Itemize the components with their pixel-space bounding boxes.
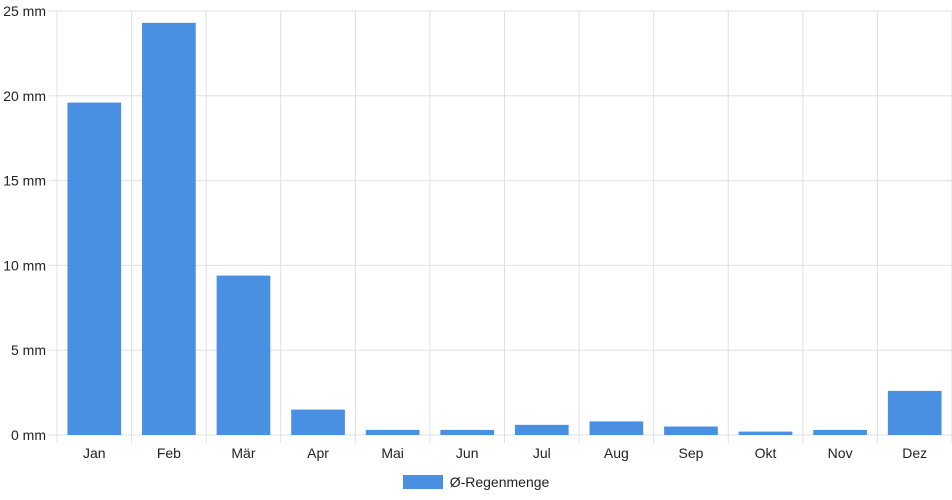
x-tick-label: Nov: [828, 445, 853, 461]
x-tick-label: Jan: [83, 445, 106, 461]
x-tick-label: Jul: [533, 445, 551, 461]
legend-swatch: [402, 475, 443, 489]
x-tick-label: Aug: [604, 445, 629, 461]
bar-apr[interactable]: [291, 409, 345, 435]
bar-jul[interactable]: [514, 424, 569, 435]
x-tick-label: Sep: [678, 445, 703, 461]
bar-aug[interactable]: [589, 421, 644, 435]
legend-label: Ø-Regenmenge: [449, 474, 550, 490]
bar-jan[interactable]: [67, 102, 122, 436]
bar-dez[interactable]: [887, 390, 942, 435]
x-tick-label: Feb: [157, 445, 181, 461]
y-tick-label: 25 mm: [3, 3, 46, 19]
bar-sep[interactable]: [664, 426, 718, 435]
bar-jun[interactable]: [440, 429, 495, 435]
bar-feb[interactable]: [142, 22, 196, 435]
y-tick-label: 5 mm: [11, 342, 46, 358]
y-tick-label: 0 mm: [11, 427, 46, 443]
bar-mär[interactable]: [216, 275, 271, 435]
y-tick-label: 15 mm: [3, 173, 46, 189]
x-tick-label: Okt: [755, 445, 777, 461]
x-tick-label: Jun: [456, 445, 479, 461]
bar-nov[interactable]: [813, 429, 867, 435]
legend[interactable]: Ø-Regenmenge: [0, 470, 952, 494]
y-tick-label: 20 mm: [3, 88, 46, 104]
bar-mai[interactable]: [365, 429, 420, 435]
bar-chart: 0 mm 5 mm 10 mm 15 mm 20 mm 25 mm Jan Feb Mär Apr…: [3, 3, 952, 461]
y-tick-label: 10 mm: [3, 257, 46, 273]
bar-okt[interactable]: [738, 431, 793, 435]
x-tick-label: Apr: [307, 445, 329, 461]
x-tick-label: Mai: [381, 445, 404, 461]
x-tick-label: Mär: [231, 445, 255, 461]
x-tick-label: Dez: [902, 445, 927, 461]
